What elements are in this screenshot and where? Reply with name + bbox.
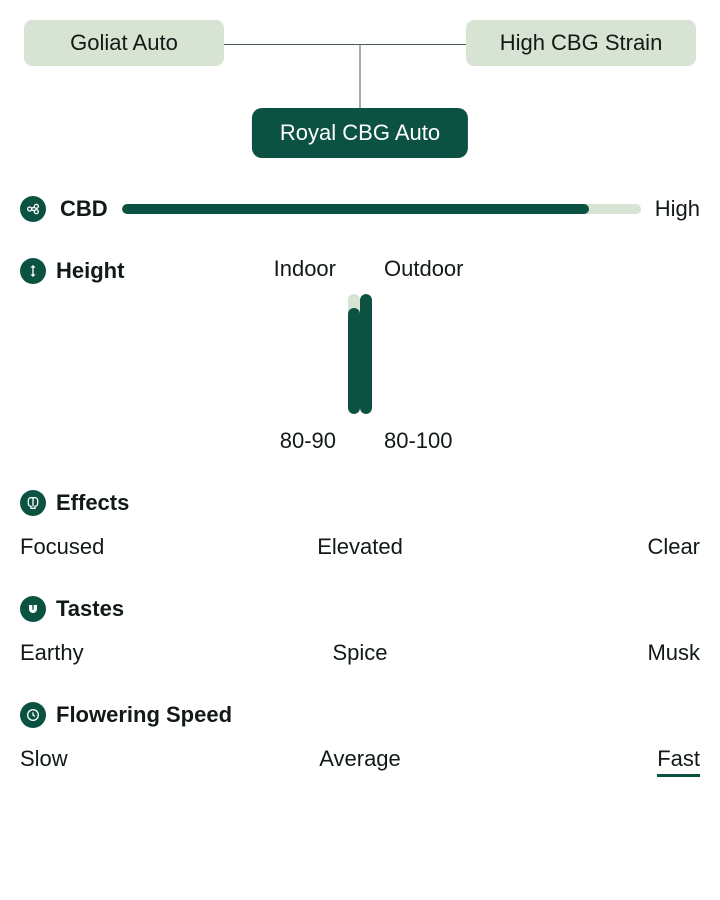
effects-section: Effects Focused Elevated Clear bbox=[20, 490, 700, 560]
genealogy-tree: Goliat Auto High CBG Strain Royal CBG Au… bbox=[20, 20, 700, 160]
tastes-title: Tastes bbox=[56, 596, 124, 622]
height-outdoor-label: Outdoor bbox=[366, 256, 464, 282]
tongue-icon bbox=[20, 596, 46, 622]
height-outdoor-range: 80-100 bbox=[366, 428, 453, 454]
height-outdoor-bar-track bbox=[360, 294, 372, 414]
cbd-value-label: High bbox=[655, 196, 700, 222]
height-icon bbox=[20, 258, 46, 284]
effects-list: Focused Elevated Clear bbox=[20, 534, 700, 560]
effects-item-0: Focused bbox=[20, 534, 247, 560]
parent-right-box: High CBG Strain bbox=[466, 20, 696, 66]
flowering-section: Flowering Speed Slow Average Fast bbox=[20, 702, 700, 777]
flowering-options: Slow Average Fast bbox=[20, 746, 700, 777]
effects-item-1: Elevated bbox=[247, 534, 474, 560]
height-indoor-range: 80-90 bbox=[280, 428, 354, 454]
height-outdoor-bar-fill bbox=[360, 294, 372, 414]
brain-icon bbox=[20, 490, 46, 516]
height-indoor-bar-track bbox=[348, 294, 360, 414]
tastes-list: Earthy Spice Musk bbox=[20, 640, 700, 666]
clock-icon bbox=[20, 702, 46, 728]
connector-vertical bbox=[360, 44, 361, 108]
tastes-item-1: Spice bbox=[247, 640, 474, 666]
height-indoor-label: Indoor bbox=[274, 256, 354, 282]
height-indoor-bar-fill bbox=[348, 308, 360, 414]
parent-left-box: Goliat Auto bbox=[24, 20, 224, 66]
connector-horizontal bbox=[224, 44, 466, 45]
cbd-section: CBD High bbox=[20, 196, 700, 222]
height-title: Height bbox=[56, 258, 124, 284]
tastes-item-0: Earthy bbox=[20, 640, 247, 666]
cbd-title: CBD bbox=[60, 196, 108, 222]
cbd-bar-track bbox=[122, 204, 641, 214]
height-indoor-column: Indoor 80-90 bbox=[204, 256, 354, 454]
tastes-section: Tastes Earthy Spice Musk bbox=[20, 596, 700, 666]
tastes-item-2: Musk bbox=[473, 640, 700, 666]
molecule-icon bbox=[20, 196, 46, 222]
flowering-title: Flowering Speed bbox=[56, 702, 232, 728]
flowering-option-2: Fast bbox=[473, 746, 700, 777]
flowering-option-0: Slow bbox=[20, 746, 247, 777]
height-section: Height Indoor 80-90 Outdoor 80-100 bbox=[20, 258, 700, 454]
child-box: Royal CBG Auto bbox=[252, 108, 468, 158]
effects-item-2: Clear bbox=[473, 534, 700, 560]
flowering-option-1: Average bbox=[247, 746, 474, 777]
cbd-bar-fill bbox=[122, 204, 589, 214]
effects-title: Effects bbox=[56, 490, 129, 516]
height-outdoor-column: Outdoor 80-100 bbox=[366, 256, 516, 454]
